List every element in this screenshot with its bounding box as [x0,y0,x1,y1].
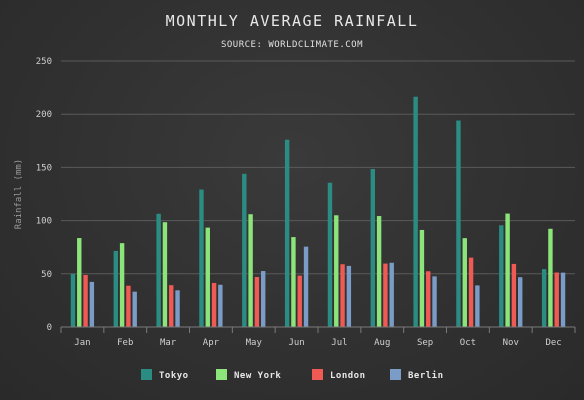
y-tick-label: 200 [36,110,52,120]
bar[interactable] [254,276,260,327]
bars [70,96,566,327]
x-tick-label: Sep [417,338,433,348]
bar[interactable] [211,282,217,327]
y-axis-label: Rainfall (mm) [14,159,24,229]
bar[interactable] [89,281,95,327]
bar[interactable] [475,285,480,327]
bar[interactable] [346,265,352,327]
x-tick-label: Mar [160,338,177,348]
x-tick-label: Apr [203,338,220,348]
bar[interactable] [205,227,210,327]
bar[interactable] [199,189,204,327]
bar[interactable] [548,228,553,327]
y-tick-label: 250 [36,57,52,67]
bar[interactable] [218,284,223,327]
bar[interactable] [462,238,467,327]
bar[interactable] [77,238,82,327]
chart-subtitle: SOURCE: WORLDCLIMATE.COM [221,40,363,50]
bar[interactable] [560,272,566,327]
legend-swatch[interactable] [390,369,401,380]
x-tick-label: May [246,338,263,348]
bar[interactable] [156,213,161,327]
bar[interactable] [518,277,523,327]
bar[interactable] [169,285,174,327]
bar[interactable] [242,173,247,327]
bar[interactable] [389,262,394,327]
bar[interactable] [261,271,266,327]
bar[interactable] [162,222,168,327]
bar[interactable] [456,120,461,327]
bar[interactable] [119,243,125,327]
bar[interactable] [83,274,88,327]
legend-label[interactable]: London [330,371,366,381]
chart-title: MONTHLY AVERAGE RAINFALL [166,12,419,30]
x-tick-label: Jul [331,338,347,348]
bar[interactable] [284,139,290,327]
bar[interactable] [248,214,253,327]
bar[interactable] [327,182,333,327]
y-tick-label: 0 [47,323,52,333]
x-tick-label: Aug [374,338,390,348]
bar[interactable] [334,215,339,327]
legend-label[interactable]: Tokyo [159,371,189,381]
y-tick-label: 150 [36,163,52,173]
bar[interactable] [554,272,559,327]
bar[interactable] [419,229,425,327]
legend-label[interactable]: New York [234,371,281,381]
x-tick-label: Oct [460,338,476,348]
x-tick-label: Jan [74,338,90,348]
bar[interactable] [132,291,137,327]
x-axis: Jan Feb Mar Apr May Jun Jul Aug Sep Oct Nov Dec [60,326,576,348]
bar[interactable] [126,285,131,327]
x-tick-label: Dec [545,338,561,348]
bar[interactable] [468,257,474,327]
bar[interactable] [70,273,76,327]
bar[interactable] [370,168,375,327]
bar[interactable] [499,225,504,327]
bar[interactable] [303,246,309,327]
legend-label[interactable]: Berlin [408,370,444,381]
bar[interactable] [340,264,345,327]
bar[interactable] [291,237,296,327]
x-tick-label: Nov [503,338,519,348]
bar[interactable] [297,275,302,327]
x-tick-label: Jun [288,338,304,348]
bar[interactable] [432,276,437,327]
bar[interactable] [383,263,388,327]
legend-swatch[interactable] [216,369,227,380]
bar[interactable] [541,269,547,327]
grid-lines: 0 50 100 150 200 250 [36,57,575,333]
bar[interactable] [511,263,517,327]
bar[interactable] [113,250,118,327]
bar[interactable] [505,213,510,327]
legend: Tokyo New York London Berlin [141,369,444,381]
x-tick-label: Feb [117,338,133,348]
bar[interactable] [426,271,431,327]
legend-swatch[interactable] [312,369,323,380]
y-tick-label: 100 [36,217,52,227]
bar[interactable] [413,96,418,327]
y-tick-label: 50 [41,270,52,280]
legend-swatch[interactable] [141,369,152,380]
bar[interactable] [175,290,180,327]
bar[interactable] [376,216,382,327]
